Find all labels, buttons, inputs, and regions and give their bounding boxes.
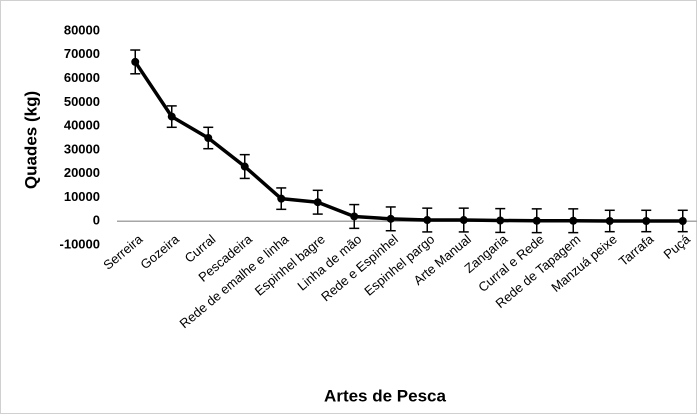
y-axis-title: Quades (kg): [21, 91, 40, 189]
y-tick-label: 0: [93, 213, 100, 228]
point: [350, 212, 359, 221]
y-tick-label: 40000: [64, 118, 100, 133]
point: [459, 216, 468, 225]
y-tick-label: 50000: [64, 94, 100, 109]
point: [386, 214, 395, 223]
point: [313, 198, 322, 207]
point: [678, 216, 687, 225]
point: [240, 162, 249, 171]
point: [131, 57, 140, 66]
y-tick-label: 70000: [64, 46, 100, 61]
y-tick-label: 80000: [64, 22, 100, 37]
point: [569, 216, 578, 225]
point: [167, 112, 176, 121]
point: [204, 134, 213, 142]
point: [423, 216, 432, 225]
y-tick-label: -10000: [60, 236, 100, 251]
point: [496, 216, 505, 225]
point: [605, 216, 614, 225]
point: [642, 216, 651, 225]
x-axis-title: Artes de Pesca: [324, 386, 446, 405]
y-tick-label: 60000: [64, 70, 100, 85]
y-tick-label: 10000: [64, 189, 100, 204]
y-tick-label: 30000: [64, 141, 100, 156]
point: [532, 216, 541, 225]
y-tick-label: 20000: [64, 165, 100, 180]
point: [277, 194, 286, 203]
line: [133, 60, 683, 223]
